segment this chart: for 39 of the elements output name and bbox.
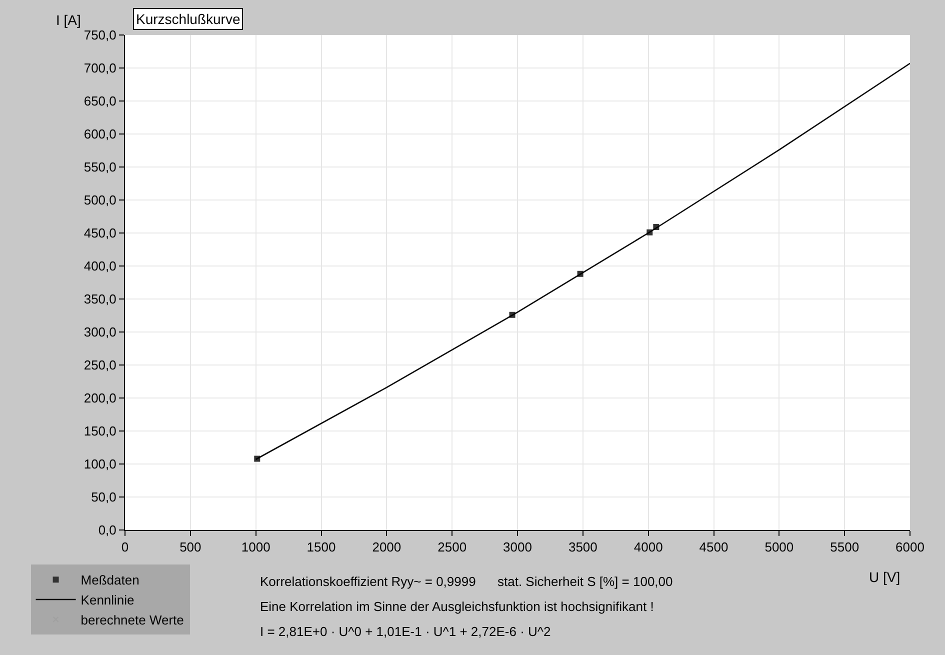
line-series <box>255 62 910 460</box>
y-tick-label: 0,0 <box>98 522 116 538</box>
x-tick-label: 5000 <box>764 540 794 555</box>
y-tick-label: 100,0 <box>84 456 116 472</box>
legend-label: Meßdaten <box>80 572 140 588</box>
y-tick-label: 550,0 <box>84 160 116 175</box>
legend-label: Kennlinie <box>80 592 134 608</box>
y-tick-label: 450,0 <box>84 226 116 241</box>
x-tick-label: 6000 <box>896 540 924 555</box>
y-tick-label: 250,0 <box>84 358 116 373</box>
text: Eine Korrelation im Sinne der Ausgleichsfunktion ist hochsignifikant ! <box>260 599 654 614</box>
y-tick-label: 400,0 <box>84 258 116 274</box>
y-tick-label: 300,0 <box>84 324 116 340</box>
x-tick-label: 2000 <box>372 540 402 555</box>
x-tick-label: 0 <box>121 540 129 555</box>
x-tick-label: 4000 <box>634 540 663 555</box>
y-tick-label: 700,0 <box>84 60 116 76</box>
x-tick-label: 3000 <box>503 540 532 555</box>
y-tick-label: 600,0 <box>84 126 116 142</box>
y-tick-label: 500,0 <box>84 192 116 208</box>
x-tick-label: 3500 <box>568 540 598 555</box>
y-tick-label: 750,0 <box>84 28 116 43</box>
x-axis-title: U [V] <box>869 569 900 585</box>
y-tick-label: 350,0 <box>84 292 116 307</box>
text: Korrelationskoeffizient Ryy~ = 0,9999 stat. Sicherheit S [%] = 100,00 <box>260 574 673 589</box>
y-tick-label: 650,0 <box>84 94 116 109</box>
text: I = 2,81E+0 · U^0 + 1,01E-1 · U^1 + 2,72E-6 · U^2 <box>260 624 551 639</box>
x-tick-label: 1000 <box>241 540 270 555</box>
x-tick-label: 2500 <box>438 540 467 555</box>
y-tick-label: 50,0 <box>91 490 116 505</box>
chart-title: Kurzschlußkurve <box>136 11 240 27</box>
x-tick-label: 500 <box>180 540 202 555</box>
legend-label: berechnete Werte <box>80 612 184 628</box>
x-tick-label: 5500 <box>830 540 860 555</box>
y-tick-label: 200,0 <box>84 390 116 406</box>
y-axis-title: I [A] <box>56 12 81 28</box>
y-tick-label: 150,0 <box>84 424 116 439</box>
x-tick-label: 4500 <box>699 540 728 555</box>
x-tick-label: 1500 <box>306 540 336 555</box>
